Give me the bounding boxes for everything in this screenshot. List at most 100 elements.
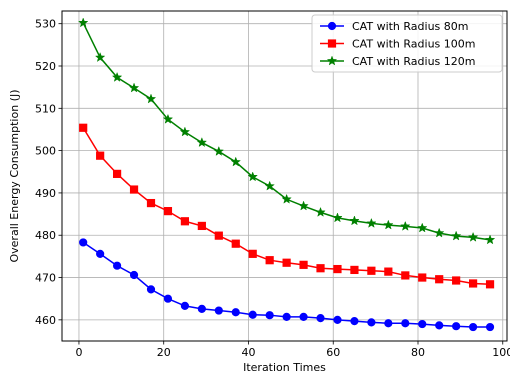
data-point (333, 264, 342, 274)
data-point (265, 311, 274, 320)
plot-frame (61, 10, 508, 342)
data-point (316, 264, 325, 273)
data-point (315, 206, 326, 217)
data-point (112, 261, 122, 270)
data-point (265, 256, 274, 265)
data-point (96, 249, 105, 258)
x-tick-label: 100 (492, 346, 510, 359)
series-1 (79, 238, 495, 332)
data-point (79, 123, 88, 132)
data-point (94, 52, 106, 63)
data-point (452, 276, 461, 285)
data-point (366, 217, 377, 228)
data-point (367, 266, 376, 275)
data-point (282, 312, 291, 321)
data-point (467, 231, 479, 242)
legend: CAT with Radius 80m CAT with Radius 100m C… (311, 14, 503, 73)
data-point (485, 322, 495, 332)
data-point (247, 171, 258, 182)
legend-label: CAT with Radius 80m (352, 20, 469, 33)
data-point (450, 230, 462, 241)
data-point (230, 156, 242, 167)
data-point (383, 219, 394, 230)
data-point (163, 207, 173, 216)
data-point (401, 319, 410, 328)
data-point (484, 234, 496, 245)
legend-box (311, 14, 503, 73)
data-point (162, 113, 174, 124)
legend-label: CAT with Radius 100m (352, 38, 476, 51)
data-point (214, 231, 223, 240)
series-3 (77, 17, 496, 245)
x-tick-label: 80 (411, 346, 425, 359)
data-point (418, 319, 427, 329)
y-tick-label: 510 (35, 102, 56, 115)
legend-marker (327, 39, 337, 48)
data-point (231, 239, 240, 248)
data-point (316, 314, 325, 323)
data-point (333, 315, 342, 324)
data-point (79, 238, 88, 247)
data-point (77, 17, 89, 28)
data-point (298, 200, 309, 211)
legend-marker (326, 55, 338, 66)
series-2 (79, 123, 495, 289)
data-point (400, 220, 411, 231)
y-axis-label: Overall Energy Consumption (J) (8, 90, 21, 263)
data-point (129, 270, 139, 280)
data-point (367, 318, 376, 327)
ticks: 0 20 40 60 80 100 460 470 480 490 500 510 520 530 (35, 18, 510, 359)
data-point (129, 185, 139, 194)
data-point (128, 82, 140, 93)
data-point (213, 145, 225, 156)
data-point (299, 260, 308, 269)
data-point (349, 215, 360, 226)
data-point (485, 280, 495, 289)
x-axis-label: Iteration Times (243, 361, 326, 374)
data-point (248, 249, 257, 258)
y-tick-label: 460 (35, 314, 56, 327)
y-tick-label: 480 (35, 229, 56, 242)
data-point (468, 279, 478, 288)
data-point (468, 322, 478, 332)
y-tick-label: 530 (35, 18, 56, 31)
data-point (435, 321, 444, 330)
legend-item: CAT with Radius 80m (320, 20, 469, 33)
data-point (197, 221, 206, 231)
y-tick-label: 520 (35, 60, 56, 73)
data-point (196, 137, 208, 148)
data-point (350, 317, 359, 326)
data-point (111, 71, 123, 82)
data-point (401, 271, 410, 280)
data-point (231, 308, 240, 317)
y-tick-label: 470 (35, 272, 56, 285)
x-tick-label: 20 (157, 346, 171, 359)
y-tick-label: 500 (35, 145, 56, 158)
data-point (299, 312, 308, 321)
data-point (197, 304, 206, 313)
series-layer (77, 17, 496, 332)
legend-marker (327, 21, 337, 31)
x-tick-label: 60 (326, 346, 340, 359)
data-point (180, 301, 190, 310)
data-point (384, 319, 393, 328)
data-point (384, 267, 393, 276)
data-point (214, 306, 223, 315)
x-tick-label: 40 (241, 346, 255, 359)
x-tick-label: 0 (75, 346, 82, 359)
data-point (180, 217, 190, 226)
data-point (96, 151, 105, 160)
data-point (433, 227, 445, 238)
data-point (146, 198, 156, 208)
data-point (282, 258, 291, 267)
data-point (435, 275, 444, 284)
data-point (452, 322, 461, 331)
legend-label: CAT with Radius 120m (352, 55, 476, 68)
data-point (112, 169, 122, 178)
legend-item: CAT with Radius 120m (320, 55, 476, 68)
data-point (281, 193, 292, 204)
data-point (332, 212, 343, 223)
data-point (418, 273, 427, 282)
legend-item: CAT with Radius 100m (320, 38, 476, 51)
